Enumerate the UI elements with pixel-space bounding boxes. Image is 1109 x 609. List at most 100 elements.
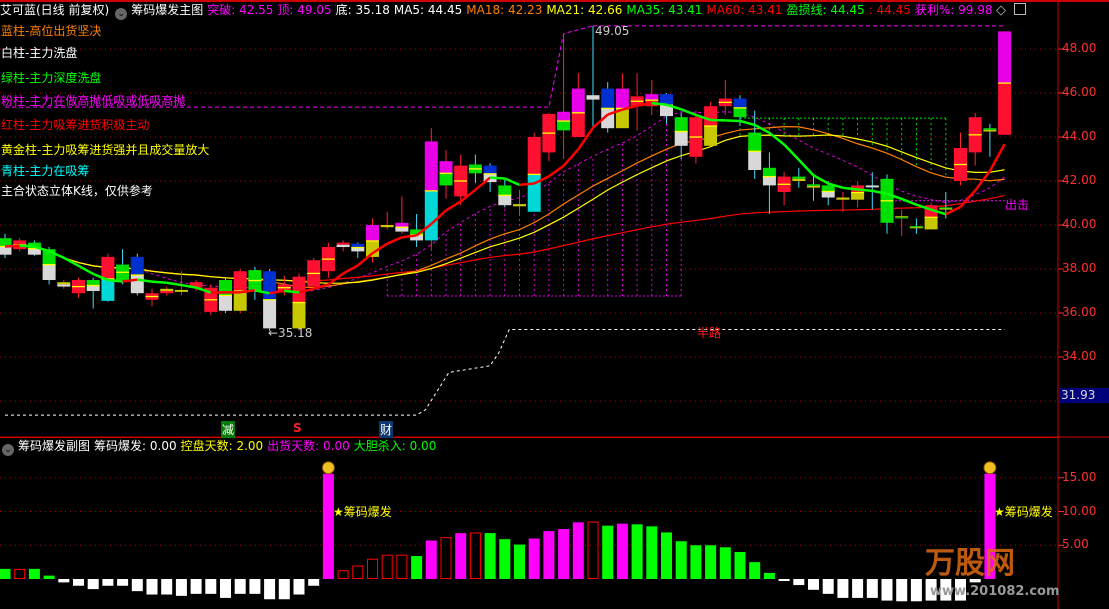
candle-body — [410, 234, 424, 241]
volume-bar — [146, 579, 158, 595]
legend-item: 绿柱-主力深度洗盘 — [1, 71, 102, 85]
candle-body — [483, 165, 497, 174]
candle-body — [762, 176, 776, 186]
volume-bar — [543, 531, 555, 579]
panel-icons: ◇ — [996, 3, 1026, 18]
ma5-line — [240, 289, 256, 294]
axis-tick-label: 48.00 — [1062, 41, 1097, 55]
volume-bar — [763, 572, 775, 579]
volume-bar — [87, 579, 99, 590]
volume-bar — [220, 579, 231, 598]
halfway-label: 半路 — [697, 326, 722, 340]
header-value: 顶: 49.05 — [277, 3, 332, 17]
candle-body — [865, 185, 879, 188]
axis-tick-label: 36.00 — [1062, 305, 1097, 319]
ma5-line — [181, 283, 197, 289]
ma5-line — [577, 127, 595, 151]
attack-label: 出击 — [1005, 198, 1030, 212]
header-value: 盈损线: 44.45 — [786, 3, 865, 17]
ma5-line — [842, 186, 858, 191]
ma5-line — [269, 289, 285, 295]
candle-body — [42, 264, 56, 280]
ma10-dashed-line — [4, 111, 1005, 293]
candle-body — [395, 222, 409, 228]
header-value: MA21: 42.66 — [546, 3, 623, 17]
candle-body — [792, 176, 806, 179]
volume-bar — [969, 579, 981, 583]
ma5-line — [34, 245, 50, 253]
watermark-url: www.201082.com — [930, 584, 1060, 599]
header-value: 获利%: 99.98 — [914, 3, 993, 17]
ma5-line — [519, 182, 535, 187]
axis-tick-label: 44.00 — [1062, 129, 1097, 143]
candle-body — [615, 108, 629, 129]
candle-body — [909, 226, 923, 228]
candle-body — [983, 129, 997, 132]
ma5-line — [77, 264, 94, 276]
volume-bar — [719, 547, 731, 579]
candle-body — [439, 173, 453, 186]
ma5-line — [386, 236, 403, 245]
ma5-line — [622, 104, 638, 111]
candle-body — [233, 271, 247, 291]
ma5-line — [548, 164, 565, 178]
volume-bar — [646, 526, 658, 579]
volume-bar — [278, 579, 290, 600]
candle-body — [895, 216, 909, 218]
panel-toggle-icon[interactable] — [1013, 3, 1026, 15]
volume-bar — [43, 575, 55, 579]
ma5-line — [430, 209, 447, 225]
chevron-down-icon[interactable]: ⌄ — [115, 8, 128, 20]
volume-bar — [117, 579, 129, 586]
axis-tick-label: 38.00 — [1062, 261, 1097, 275]
ma5-line — [562, 148, 580, 167]
volume-bar — [499, 539, 511, 579]
volume-bar — [190, 579, 202, 594]
ma5-line — [812, 174, 829, 185]
ma5-line — [63, 256, 80, 267]
candle-body — [27, 248, 41, 255]
ma5-line — [916, 203, 932, 211]
candle-body — [424, 141, 438, 191]
candle-body — [733, 98, 747, 108]
candle-body — [939, 208, 953, 210]
ma5-line — [797, 158, 815, 177]
ma5-line — [474, 176, 491, 191]
header-value: MA60: 43.41 — [706, 3, 783, 17]
candle-body — [895, 217, 909, 219]
candle-body — [86, 280, 100, 286]
volume-bar — [822, 579, 834, 594]
ma5-line — [4, 244, 20, 248]
diamond-icon[interactable]: ◇ — [996, 3, 1006, 18]
candle-body — [792, 178, 806, 181]
ma5-line — [504, 177, 520, 186]
candle-body — [0, 238, 12, 247]
ma5-line — [298, 287, 314, 294]
legend-item: 黄金柱-主力吸筹进货强并且成交量放大 — [1, 143, 210, 157]
candle-body — [233, 291, 247, 311]
ma5-line — [356, 252, 374, 267]
volume-bar — [514, 544, 525, 579]
ma5-line — [725, 119, 741, 123]
sub-indicator-name[interactable]: 筹码爆发副图 — [18, 439, 91, 453]
volume-bar — [352, 565, 364, 579]
volume-bar — [14, 568, 26, 579]
chevron-down-icon[interactable]: ⌄ — [2, 444, 14, 456]
volume-bar — [925, 579, 937, 601]
volume-bar — [0, 568, 11, 579]
ma5-line — [48, 249, 65, 259]
burst-label: ★筹码爆发 — [994, 505, 1053, 519]
ma21-line — [4, 134, 1005, 284]
s-signal: S — [293, 421, 302, 435]
candle-body — [924, 217, 938, 230]
watermark-logo: 万股网 — [925, 546, 1015, 581]
sub-header-value: 筹码爆发: 0.00 — [94, 439, 177, 453]
volume-bar — [808, 579, 819, 590]
volume-bar — [896, 579, 908, 602]
volume-bar — [28, 568, 40, 579]
indicator-name[interactable]: 筹码爆发主图 — [131, 3, 204, 17]
candle-body — [130, 275, 144, 294]
stock-title: 艾可蓝(日线 前复权) — [0, 3, 110, 17]
candle-body — [762, 167, 776, 177]
